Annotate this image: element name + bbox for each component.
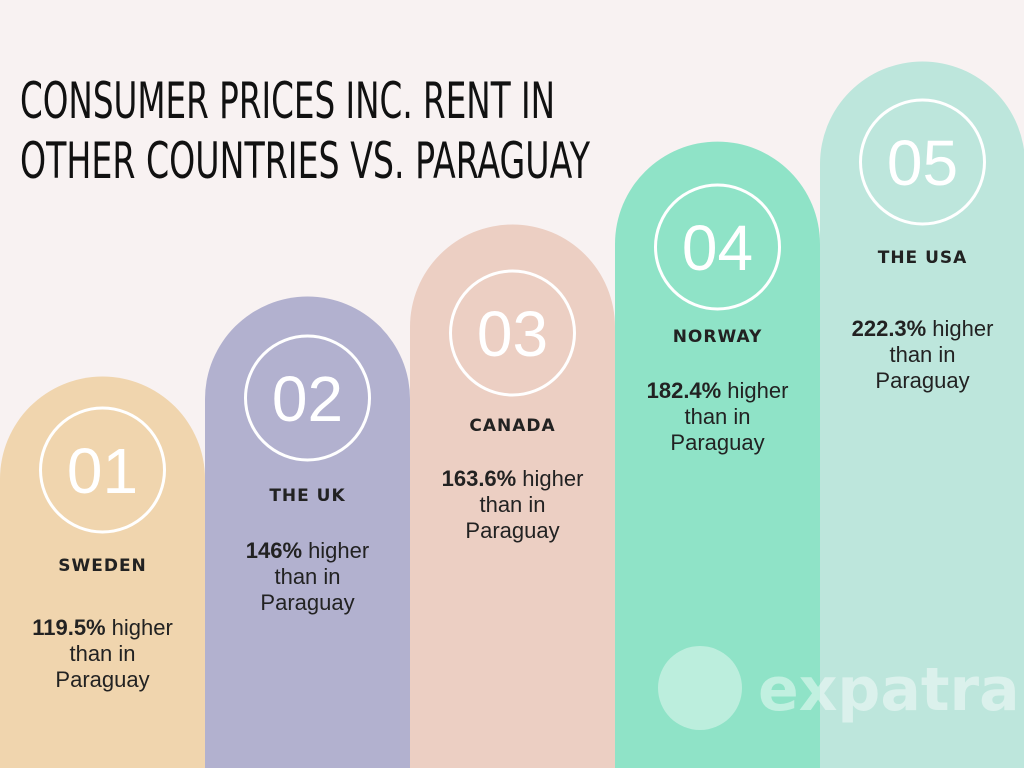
description-line: than in [274,564,340,589]
rank-number: 05 [887,127,958,199]
description-line: Paraguay [260,590,354,615]
description-line: than in [69,641,135,666]
description-line: 222.3% higher [852,316,994,341]
title-line: OTHER COUNTRIES VS. PARAGUAY [20,132,590,190]
card-shape [410,224,615,768]
rank-ring [654,183,781,311]
description-line: 182.4% higher [647,378,789,403]
value: 119.5% [32,615,105,640]
rank-number: 01 [67,435,138,507]
title-line: CONSUMER PRICES INC. RENT IN [20,72,555,130]
description-line: Paraguay [875,368,969,393]
value: 222.3% [852,316,927,341]
description-line: than in [889,342,955,367]
rank-ring [859,98,986,226]
card-shape [205,296,410,768]
description-line: Paraguay [55,667,149,692]
description-line: Paraguay [465,518,559,543]
country-name: SWEDEN [58,556,147,576]
value: 163.6% [442,466,517,491]
watermark-text: expatra [758,655,1020,725]
watermark-logo [658,646,742,730]
value: 146% [246,538,302,563]
description-text: higher [727,378,788,403]
description-line: Paraguay [670,430,764,455]
value: 182.4% [647,378,722,403]
country-name: NORWAY [673,327,763,347]
watermark: expatra [658,646,1020,730]
rank-ring [39,406,166,534]
description-text: higher [522,466,583,491]
description-text: higher [932,316,993,341]
rank-number: 03 [477,298,548,370]
country-name: THE UK [269,486,345,506]
country-name: THE USA [878,248,968,268]
card-shape [615,141,820,768]
description-line: than in [684,404,750,429]
card-shape [820,61,1024,768]
rank-number: 02 [272,363,343,435]
description-line: 119.5% higher [32,615,173,640]
rank-ring [449,269,576,397]
description-text: higher [308,538,369,563]
rank-number: 04 [682,212,753,284]
description-line: 163.6% higher [442,466,584,491]
card-shape [0,376,205,768]
description-line: than in [479,492,545,517]
rank-ring [244,334,371,462]
description-text: higher [112,615,173,640]
description-line: 146% higher [246,538,369,563]
country-name: CANADA [469,416,555,436]
